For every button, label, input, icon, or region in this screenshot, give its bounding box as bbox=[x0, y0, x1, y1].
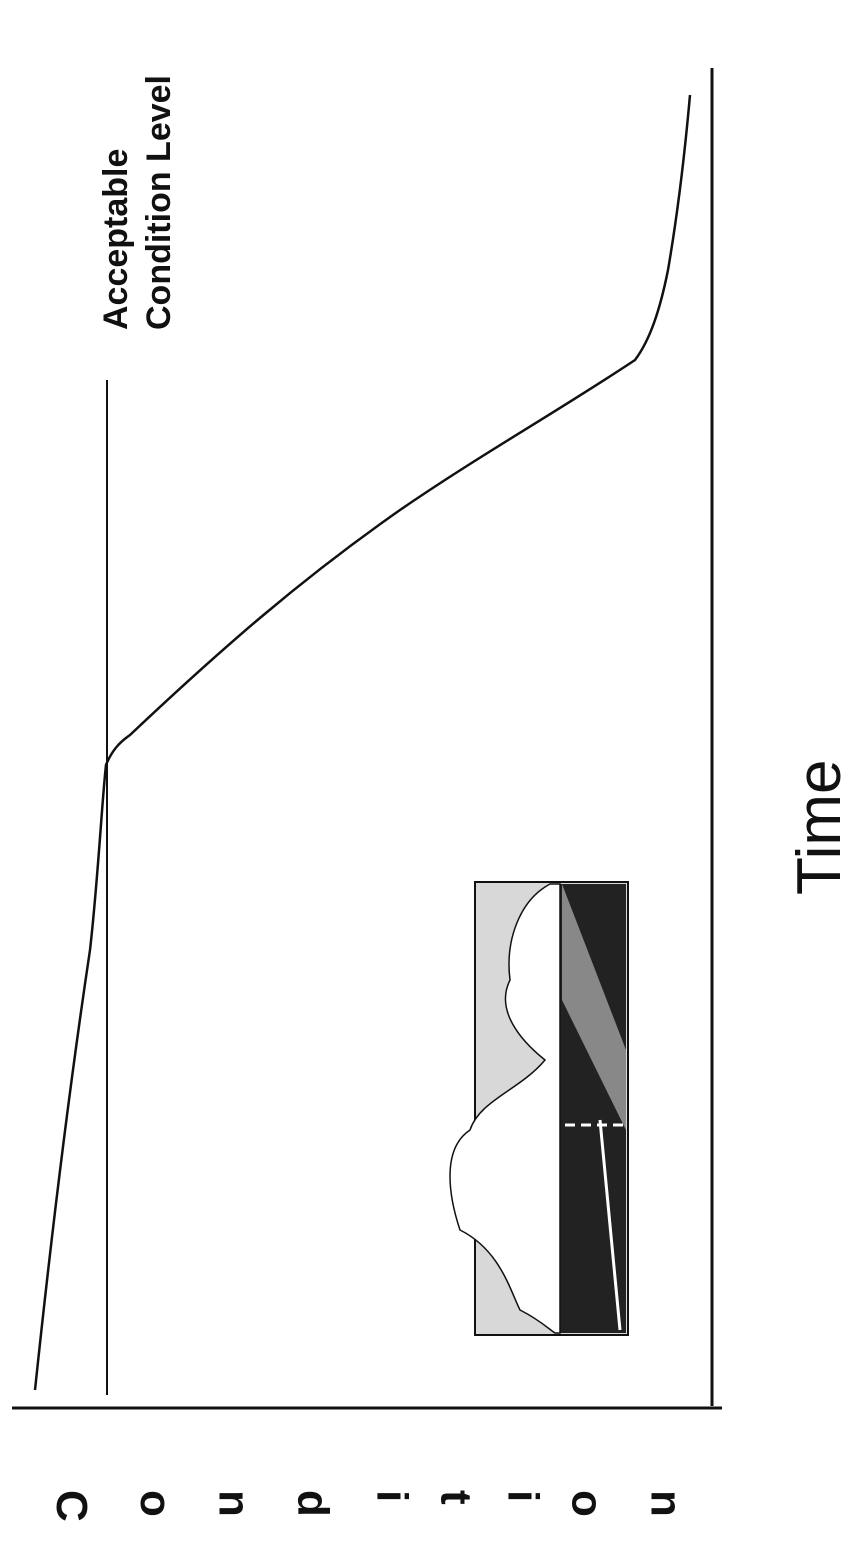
threshold-label: Condition Level bbox=[140, 75, 178, 330]
illustration bbox=[450, 882, 628, 1335]
time-label: Time bbox=[785, 760, 854, 895]
condition-label: Condition bbox=[47, 1490, 690, 1542]
diagram: Acceptable Condition Level Time Conditio… bbox=[0, 0, 855, 1542]
threshold-label: Acceptable bbox=[97, 149, 135, 330]
